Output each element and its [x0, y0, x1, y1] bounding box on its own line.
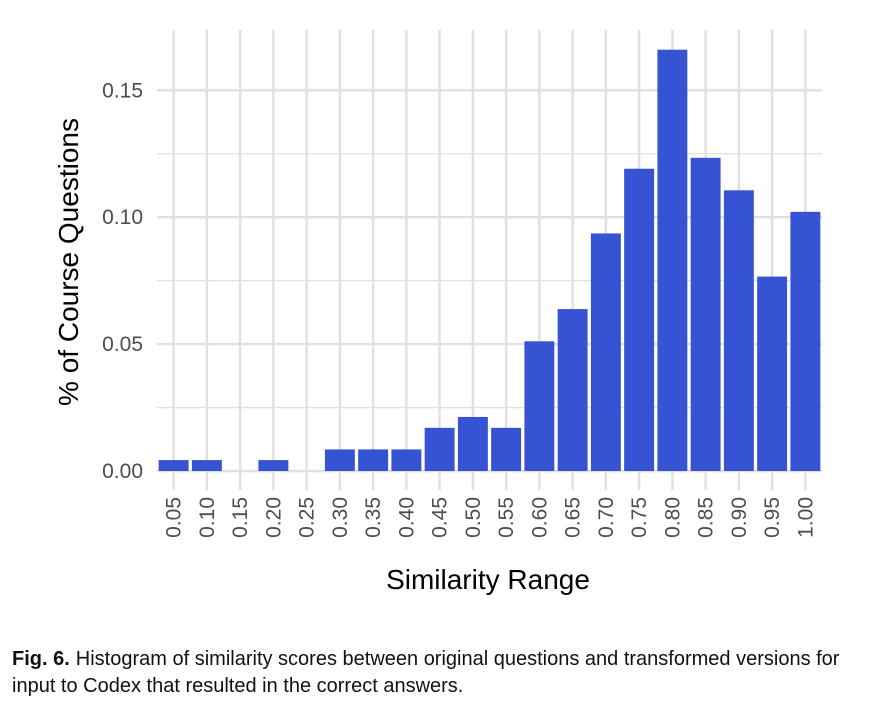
x-tick-label: 0.45 — [429, 497, 452, 538]
y-axis-label: % of Course Questions — [53, 118, 84, 406]
x-tick-label: 0.65 — [562, 497, 585, 538]
bar — [191, 460, 222, 471]
bar — [457, 416, 488, 471]
bar — [424, 427, 455, 471]
x-tick-label: 0.30 — [329, 497, 352, 538]
figure-caption: Fig. 6. Histogram of similarity scores be… — [12, 646, 872, 700]
x-tick-label: 0.50 — [462, 497, 485, 538]
x-tick-label: 0.40 — [395, 497, 418, 538]
y-tick-label: 0.00 — [102, 460, 143, 483]
caption-text: Histogram of similarity scores between o… — [12, 648, 840, 697]
y-tick-labels: 0.00 0.05 0.10 0.15 — [102, 79, 143, 483]
x-tick-label: 0.25 — [296, 497, 319, 538]
bar — [757, 276, 788, 471]
x-tick-labels: 0.05 0.10 0.15 0.20 0.25 0.30 0.35 0.40 0.45 0.50… — [163, 497, 818, 538]
bar — [723, 190, 754, 472]
bar — [657, 49, 688, 471]
bar — [391, 449, 422, 471]
bar — [624, 168, 655, 472]
x-tick-label: 0.70 — [595, 497, 618, 538]
x-tick-label: 0.35 — [362, 497, 385, 538]
x-tick-label: 0.10 — [196, 497, 219, 538]
bar — [324, 449, 355, 471]
x-tick-label: 0.90 — [728, 497, 751, 538]
y-tick-label: 0.15 — [102, 79, 143, 102]
x-tick-label: 0.95 — [761, 497, 784, 538]
y-tick-label: 0.05 — [102, 333, 143, 356]
bar — [158, 460, 189, 471]
bar — [590, 233, 621, 471]
x-tick-label: 0.15 — [229, 497, 252, 538]
x-tick-label: 0.20 — [262, 497, 285, 538]
bar — [358, 449, 389, 471]
bars — [158, 49, 821, 472]
histogram-chart: 0.00 0.05 0.10 0.15 0.05 0.10 0.15 0.20 0.25 0.3… — [53, 30, 822, 595]
x-tick-label: 0.85 — [695, 497, 718, 538]
x-axis-label: Similarity Range — [386, 564, 590, 595]
bar — [524, 341, 555, 471]
bar — [690, 157, 721, 472]
bar — [491, 427, 522, 471]
grid-lines — [157, 30, 822, 490]
caption-label: Fig. 6. — [12, 648, 70, 670]
x-tick-label: 0.60 — [528, 497, 551, 538]
x-tick-label: 1.00 — [794, 497, 817, 538]
bar — [557, 309, 588, 471]
x-tick-label: 0.55 — [495, 497, 518, 538]
y-tick-label: 0.10 — [102, 206, 143, 229]
x-tick-label: 0.75 — [628, 497, 651, 538]
bar — [258, 460, 289, 471]
x-tick-label: 0.80 — [661, 497, 684, 538]
bar — [790, 211, 821, 472]
x-tick-label: 0.05 — [163, 497, 186, 538]
